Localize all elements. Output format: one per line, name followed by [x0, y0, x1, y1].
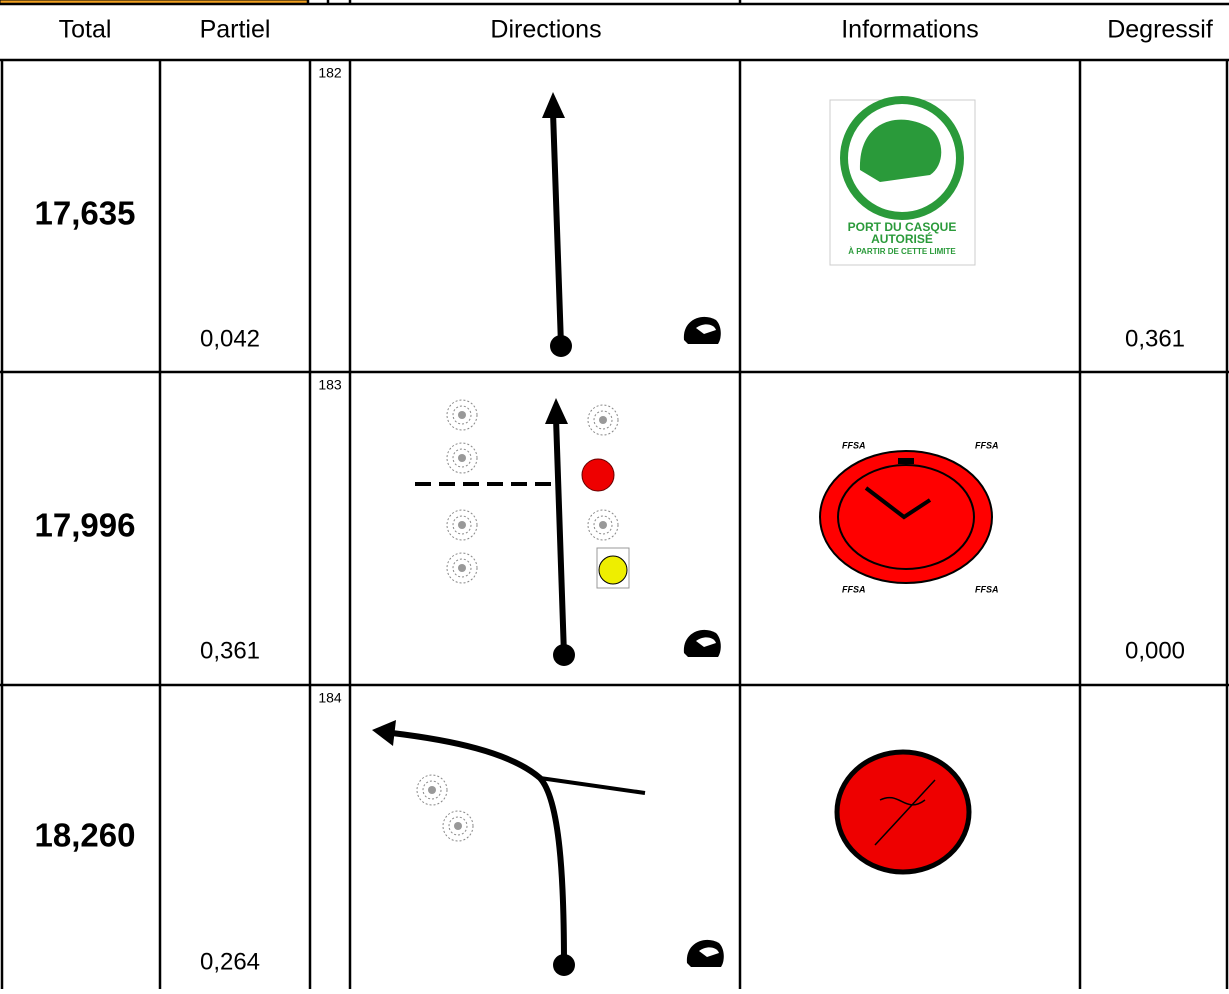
tulip-diagram [415, 398, 721, 666]
sign-text: FFSA [842, 440, 866, 450]
degressif: 0,000 [1125, 637, 1185, 664]
top-strip [0, 0, 1229, 6]
sign-text: FFSA [975, 584, 999, 594]
clock-sign: FFSA FFSA FFSA FFSA [819, 440, 999, 595]
box-number: 183 [318, 377, 342, 393]
header: Degressif [1107, 16, 1213, 44]
table-grid [0, 58, 1229, 989]
partiel: 0,042 [200, 325, 260, 352]
sign-text: PORT DU CASQUE [848, 220, 957, 234]
total: 18,260 [35, 817, 136, 854]
sign-text: FFSA [975, 440, 999, 450]
box-number: 184 [318, 690, 342, 706]
sign-text: FFSA [842, 584, 866, 594]
total: 17,635 [35, 195, 136, 232]
tulip-diagram [542, 92, 721, 357]
sign-text: À PARTIR DE CETTE LIMITE [848, 247, 956, 256]
header-row: Total Partiel Directions Informations De… [59, 16, 1213, 44]
header: Informations [841, 16, 979, 44]
box-number: 182 [318, 65, 342, 81]
sign-text: AUTORISÉ [871, 231, 933, 246]
header: Directions [490, 16, 601, 44]
helmet-sign: PORT DU CASQUE AUTORISÉ À PARTIR DE CETT… [829, 96, 976, 266]
tulip-diagram [372, 720, 724, 976]
partiel: 0,361 [200, 637, 260, 664]
header: Total [59, 16, 112, 44]
degressif: 0,361 [1125, 325, 1185, 352]
total: 17,996 [35, 507, 136, 544]
header: Partiel [200, 16, 271, 44]
flag-sign [834, 749, 972, 875]
partiel: 0,264 [200, 948, 260, 975]
